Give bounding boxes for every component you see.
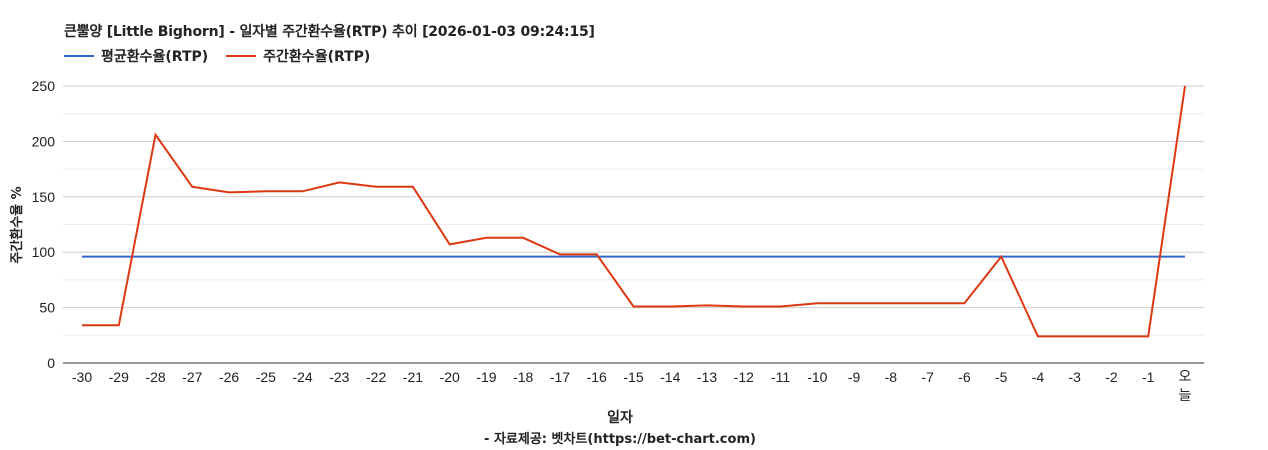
x-tick-label: -20 bbox=[440, 369, 460, 385]
x-tick-label: -23 bbox=[329, 369, 349, 385]
weekly-rtp-line[interactable] bbox=[82, 85, 1186, 338]
x-tick-label: -8 bbox=[885, 369, 898, 385]
y-tick-label: 200 bbox=[32, 133, 56, 149]
chart-title: 큰뿔양 [Little Bighorn] - 일자별 주간환수율(RTP) 추이… bbox=[64, 24, 595, 40]
x-tick-label: -27 bbox=[182, 369, 202, 385]
y-tick-label: 250 bbox=[32, 78, 56, 94]
x-tick-label: -1 bbox=[1142, 369, 1155, 385]
x-tick-label: 늘 bbox=[1179, 388, 1192, 404]
x-tick-label: -14 bbox=[660, 369, 680, 385]
legend-swatch-weekly bbox=[226, 55, 257, 57]
legend-item-weekly-rtp[interactable]: 주간환수율(RTP) bbox=[226, 46, 370, 66]
x-tick-label: -10 bbox=[807, 369, 827, 385]
x-tick-label: -5 bbox=[995, 369, 1008, 385]
x-tick-label: -11 bbox=[771, 369, 790, 385]
x-tick-label: -24 bbox=[292, 369, 312, 385]
source-credit-text: - 자료제공: 벳차트(https://bet-chart.com) bbox=[484, 432, 756, 447]
x-tick-label: -7 bbox=[921, 369, 934, 385]
x-axis-label-text: 일자 bbox=[607, 410, 633, 426]
x-tick-label: -6 bbox=[958, 369, 971, 385]
x-axis-ticks: -30 -29 -28 -27 -26 -25 -24 -23 -22 -21 -20 -19 -18 -… bbox=[72, 369, 1192, 404]
x-tick-label: -18 bbox=[513, 369, 533, 385]
x-tick-label: -13 bbox=[697, 369, 717, 385]
x-tick-label: -25 bbox=[256, 369, 276, 385]
x-axis-label: 일자 bbox=[0, 407, 1268, 427]
gridlines bbox=[63, 85, 1204, 336]
legend-label-weekly: 주간환수율(RTP) bbox=[263, 49, 371, 65]
x-tick-label: -3 bbox=[1068, 369, 1081, 385]
y-tick-label: 150 bbox=[32, 189, 56, 205]
legend-item-average-rtp[interactable]: 평균환수율(RTP) bbox=[64, 46, 208, 66]
x-tick-label: -29 bbox=[109, 369, 129, 385]
x-tick-label: -4 bbox=[1032, 369, 1045, 385]
x-tick-label: -9 bbox=[848, 369, 861, 385]
y-tick-label: 0 bbox=[47, 355, 55, 371]
source-credit: - 자료제공: 벳차트(https://bet-chart.com) bbox=[0, 428, 1268, 447]
x-tick-label: -26 bbox=[219, 369, 239, 385]
x-tick-label: -15 bbox=[623, 369, 643, 385]
y-axis-ticks: 0 50 100 150 200 250 bbox=[32, 78, 56, 371]
x-tick-label: -21 bbox=[403, 369, 423, 385]
x-tick-label: -2 bbox=[1105, 369, 1118, 385]
legend: 평균환수율(RTP) 주간환수율(RTP) bbox=[64, 46, 388, 66]
y-tick-label: 50 bbox=[39, 300, 55, 316]
y-tick-label: 100 bbox=[32, 244, 56, 260]
y-axis-label: 주간환수율 % bbox=[10, 186, 25, 264]
legend-label-average: 평균환수율(RTP) bbox=[101, 49, 209, 65]
x-tick-label: -30 bbox=[72, 369, 92, 385]
x-tick-label: -12 bbox=[734, 369, 754, 385]
series-lines bbox=[82, 85, 1186, 338]
x-tick-label: 오 bbox=[1179, 369, 1192, 385]
x-tick-label: -19 bbox=[476, 369, 496, 385]
x-tick-label: -17 bbox=[550, 369, 570, 385]
x-tick-label: -22 bbox=[366, 369, 386, 385]
x-tick-label: -28 bbox=[145, 369, 165, 385]
x-tick-label: -16 bbox=[587, 369, 607, 385]
legend-swatch-average bbox=[64, 55, 94, 57]
